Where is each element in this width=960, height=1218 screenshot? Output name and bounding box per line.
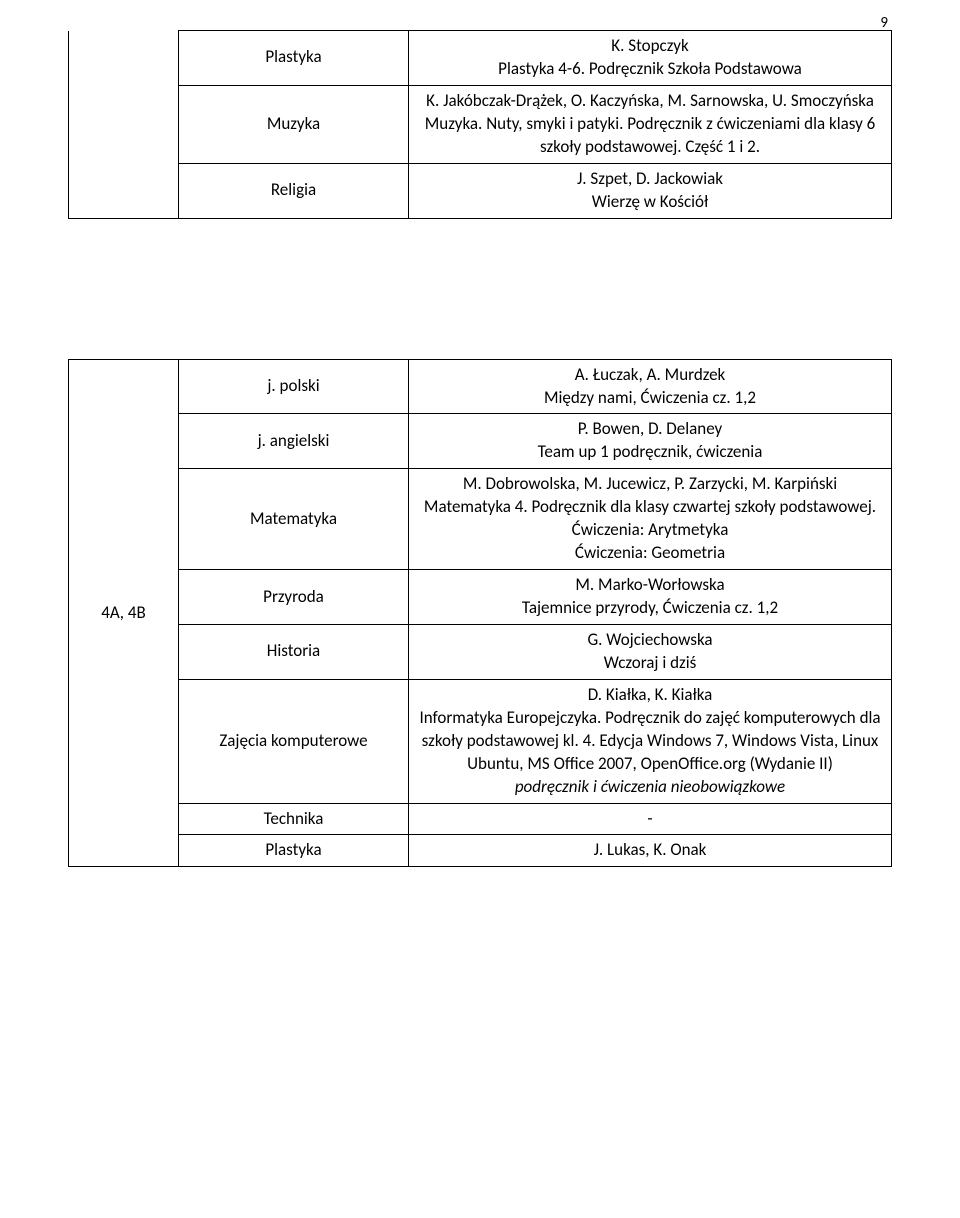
page-number: 9 (880, 14, 888, 32)
subject-cell: j. angielski (179, 414, 409, 469)
table-row: j. angielskiP. Bowen, D. Delaney Team up… (69, 414, 892, 469)
subject-cell: Religia (179, 163, 409, 218)
table-row: Zajęcia komputeroweD. Kiałka, K. KiałkaI… (69, 679, 892, 803)
subject-cell: Plastyka (179, 31, 409, 86)
top-table: PlastykaK. Stopczyk Plastyka 4-6. Podręc… (68, 30, 892, 219)
table-row: HistoriaG. Wojciechowska Wczoraj i dziś (69, 624, 892, 679)
table-row: Technika- (69, 803, 892, 835)
content-cell: J. Szpet, D. Jackowiak Wierzę w Kościół (409, 163, 892, 218)
page: 9 PlastykaK. Stopczyk Plastyka 4-6. Podr… (0, 0, 960, 1218)
left-blank-cell (69, 31, 179, 219)
content-line: D. Kiałka, K. Kiałka (415, 684, 885, 707)
content-cell: D. Kiałka, K. KiałkaInformatyka Europejc… (409, 679, 892, 803)
subject-cell: Matematyka (179, 469, 409, 570)
content-cell: - (409, 803, 892, 835)
table-row: 4A, 4Bj. polskiA. Łuczak, A. Murdzek Mię… (69, 359, 892, 414)
content-cell: A. Łuczak, A. Murdzek Między nami, Ćwicz… (409, 359, 892, 414)
class-label-cell: 4A, 4B (69, 359, 179, 867)
table-row: PrzyrodaM. Marko-Worłowska Tajemnice prz… (69, 570, 892, 625)
content-cell: J. Lukas, K. Onak (409, 835, 892, 867)
content-cell: M. Dobrowolska, M. Jucewicz, P. Zarzycki… (409, 469, 892, 570)
content-cell: M. Marko-Worłowska Tajemnice przyrody, Ć… (409, 570, 892, 625)
content-line: Informatyka Europejczyka. Podręcznik do … (415, 707, 885, 776)
content-cell: P. Bowen, D. Delaney Team up 1 podręczni… (409, 414, 892, 469)
subject-cell: j. polski (179, 359, 409, 414)
table-row: PlastykaJ. Lukas, K. Onak (69, 835, 892, 867)
subject-cell: Zajęcia komputerowe (179, 679, 409, 803)
table-row: MuzykaK. Jakóbczak-Drążek, O. Kaczyńska,… (69, 85, 892, 163)
subject-cell: Muzyka (179, 85, 409, 163)
content-line: podręcznik i ćwiczenia nieobowiązkowe (415, 776, 885, 799)
subject-cell: Historia (179, 624, 409, 679)
table-row: ReligiaJ. Szpet, D. Jackowiak Wierzę w K… (69, 163, 892, 218)
subject-cell: Plastyka (179, 835, 409, 867)
content-cell: K. Stopczyk Plastyka 4-6. Podręcznik Szk… (409, 31, 892, 86)
content-cell: K. Jakóbczak-Drążek, O. Kaczyńska, M. Sa… (409, 85, 892, 163)
bottom-table: 4A, 4Bj. polskiA. Łuczak, A. Murdzek Mię… (68, 359, 892, 868)
table-row: MatematykaM. Dobrowolska, M. Jucewicz, P… (69, 469, 892, 570)
content-cell: G. Wojciechowska Wczoraj i dziś (409, 624, 892, 679)
table-gap (68, 219, 892, 359)
table-row: PlastykaK. Stopczyk Plastyka 4-6. Podręc… (69, 31, 892, 86)
subject-cell: Przyroda (179, 570, 409, 625)
subject-cell: Technika (179, 803, 409, 835)
